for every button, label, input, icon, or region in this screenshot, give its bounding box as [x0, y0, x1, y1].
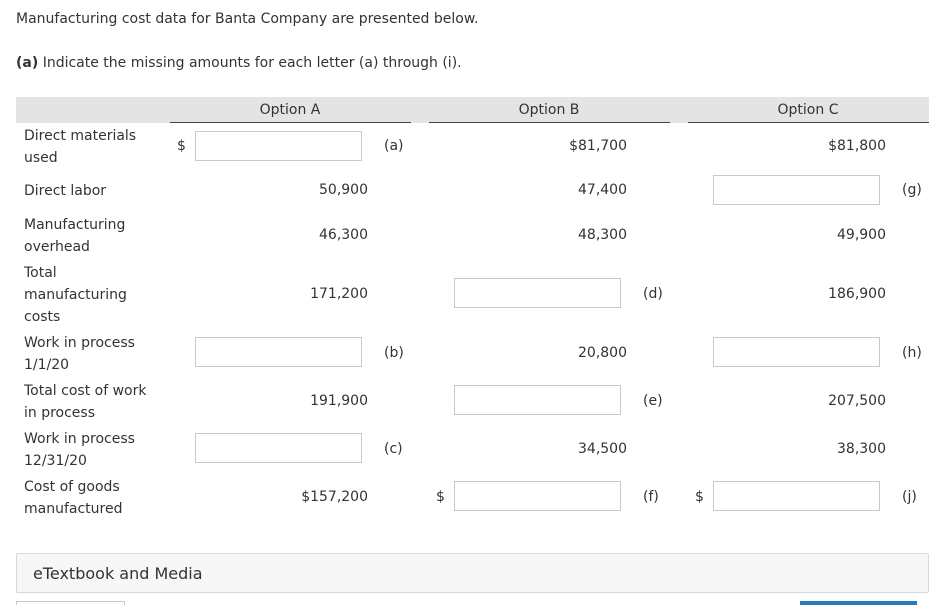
row-label-total-manufacturing-costs: Total manufacturing costs: [24, 265, 127, 325]
option-a-wip-end-input[interactable]: [195, 433, 362, 463]
row-label-direct-materials: Direct materials used: [24, 128, 137, 166]
option-c-total-wip: 207,500: [828, 393, 886, 409]
option-a-direct-materials-input[interactable]: [195, 131, 362, 161]
letter-e: (e): [643, 393, 663, 409]
etextbook-media-panel[interactable]: eTextbook and Media: [16, 553, 929, 593]
table-header-band: [16, 97, 929, 123]
option-a-underline: [170, 122, 411, 123]
row-label-cogm: Cost of goods manufactured: [24, 479, 123, 517]
currency-symbol: $: [177, 138, 186, 154]
currency-symbol: $: [695, 489, 704, 505]
row-label-wip-end: Work in process 12/31/20: [24, 431, 135, 469]
letter-g: (g): [902, 182, 922, 198]
option-a-overhead: 46,300: [319, 227, 368, 243]
letter-c: (c): [384, 441, 403, 457]
currency-symbol: $: [436, 489, 445, 505]
row-label-total-cost-wip: Total cost of work in process: [24, 383, 147, 421]
option-b-header: Option B: [518, 102, 580, 118]
option-c-underline: [688, 122, 929, 123]
option-a-header: Option A: [259, 102, 321, 118]
option-a-direct-labor: 50,900: [319, 182, 368, 198]
row-label-direct-labor: Direct labor: [24, 183, 107, 199]
option-c-overhead: 49,900: [837, 227, 886, 243]
option-a-total-wip: 191,900: [310, 393, 368, 409]
question-text: (a) Indicate the missing amounts for eac…: [16, 55, 462, 71]
row-label-manufacturing-overhead: Manufacturing overhead: [24, 217, 126, 255]
letter-h: (h): [902, 345, 922, 361]
letter-a: (a): [384, 138, 404, 154]
question-body: Indicate the missing amounts for each le…: [38, 55, 462, 71]
bottom-left-button-edge[interactable]: [16, 601, 125, 605]
option-b-cogm-input[interactable]: [454, 481, 621, 511]
option-c-header: Option C: [777, 102, 839, 118]
letter-j: (j): [902, 489, 917, 505]
option-b-total-wip-input[interactable]: [454, 385, 621, 415]
option-c-wip-end: 38,300: [837, 441, 886, 457]
option-a-cogm: $157,200: [301, 489, 368, 505]
question-prefix: (a): [16, 55, 39, 71]
option-c-wip-begin-input[interactable]: [713, 337, 880, 367]
etextbook-media-label: eTextbook and Media: [33, 564, 203, 583]
option-a-total-manufacturing: 171,200: [310, 286, 368, 302]
option-b-wip-begin: 20,800: [578, 345, 627, 361]
option-c-cogm-input[interactable]: [713, 481, 880, 511]
row-label-wip-begin: Work in process 1/1/20: [24, 335, 135, 373]
letter-b: (b): [384, 345, 404, 361]
option-b-total-manufacturing-input[interactable]: [454, 278, 621, 308]
option-b-overhead: 48,300: [578, 227, 627, 243]
option-b-underline: [429, 122, 670, 123]
letter-f: (f): [643, 489, 659, 505]
option-c-direct-materials: $81,800: [828, 138, 886, 154]
option-b-wip-end: 34,500: [578, 441, 627, 457]
option-a-wip-begin-input[interactable]: [195, 337, 362, 367]
option-c-total-manufacturing: 186,900: [828, 286, 886, 302]
option-b-direct-materials: $81,700: [569, 138, 627, 154]
option-c-direct-labor-input[interactable]: [713, 175, 880, 205]
intro-text: Manufacturing cost data for Banta Compan…: [16, 11, 479, 27]
option-b-direct-labor: 47,400: [578, 182, 627, 198]
letter-d: (d): [643, 286, 663, 302]
bottom-right-button-edge[interactable]: [800, 601, 917, 605]
